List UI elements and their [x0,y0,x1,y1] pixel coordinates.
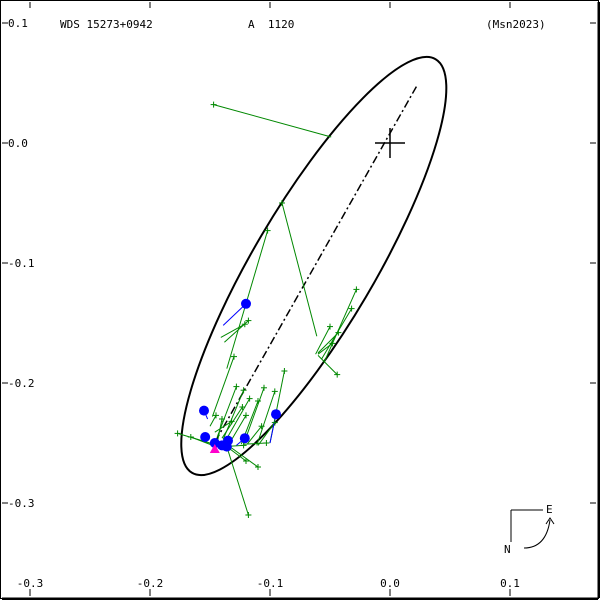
residual-line [227,444,259,468]
residual-line [323,289,357,363]
observation-point [174,430,181,437]
compass-rotation-arc [523,519,551,549]
observation-point [271,388,278,395]
residual-line [243,442,267,445]
y-tick-label: -0.2 [8,377,35,390]
observation-point [239,404,246,410]
residual-line [246,425,262,445]
residual-line [214,420,232,433]
observation-point [187,434,194,440]
observation-point [210,101,217,108]
residual-line [222,303,247,326]
orbit-ellipse [180,55,448,477]
header-wds-id: WDS 15273+0942 [60,18,153,31]
observation-point [281,368,288,374]
observation-point [255,398,261,404]
observation-point [271,409,281,420]
observation-point [279,200,285,206]
residual-line [211,356,235,417]
observation-point [243,412,249,419]
observation-point [223,435,233,446]
compass-north-label: N [504,543,511,556]
x-tick-label: -0.2 [137,577,164,590]
residual-line [213,104,332,138]
observation-point [261,384,267,391]
orbit-layer [180,55,448,477]
observation-point [243,458,249,464]
observation-point [245,317,252,324]
observation-point [353,286,360,293]
observation-point [231,353,237,360]
triangle-marker [209,444,220,453]
residual-line [225,398,251,441]
residual-line [216,418,223,444]
residual-line [281,202,318,337]
y-tick-label: -0.1 [8,257,35,270]
observation-point [264,227,271,234]
residual-line [256,391,276,446]
residual-line [317,355,338,375]
observation-point [241,298,251,309]
x-tick-label: -0.3 [17,577,44,590]
header-reference: (Msn2023) [486,18,546,31]
compass-arrow-icon [545,517,555,525]
observation-point [255,464,261,470]
observation-point [199,405,209,416]
x-tick-label: 0.0 [380,577,400,590]
residual-line [315,326,331,355]
x-tick-label: -0.1 [257,577,284,590]
observation-point [258,423,265,430]
observation-point [334,371,341,378]
y-tick-label: 0.1 [8,17,28,30]
observation-point [213,412,219,419]
residual-line [257,422,276,446]
observation-point [200,432,211,442]
residual-line [229,415,247,443]
residual-line [209,415,217,427]
observation-point [263,440,270,446]
observations-layer [174,101,360,518]
compass: E N [504,503,555,556]
observation-point [327,323,333,330]
observation-point [241,321,248,328]
observation-point [245,512,252,518]
residual-line [220,323,246,338]
observation-point [246,395,253,402]
observation-point [271,419,278,426]
residual-line [226,446,249,516]
y-tick-label: 0.0 [8,137,28,150]
observation-point [233,383,240,390]
observation-point [335,329,342,336]
observation-point [348,305,355,312]
observation-point [240,442,247,449]
x-tick-label: 0.1 [500,577,520,590]
observation-point [219,416,225,422]
residual-line [221,406,243,439]
compass-east-label: E [546,503,553,516]
y-tick-label: -0.3 [8,497,35,510]
observation-point [239,433,250,444]
observation-point [228,418,235,425]
observation-point [329,340,336,347]
observation-point [240,387,247,394]
header-system-name: A 1120 [248,18,294,31]
line-of-apsides [211,86,418,447]
